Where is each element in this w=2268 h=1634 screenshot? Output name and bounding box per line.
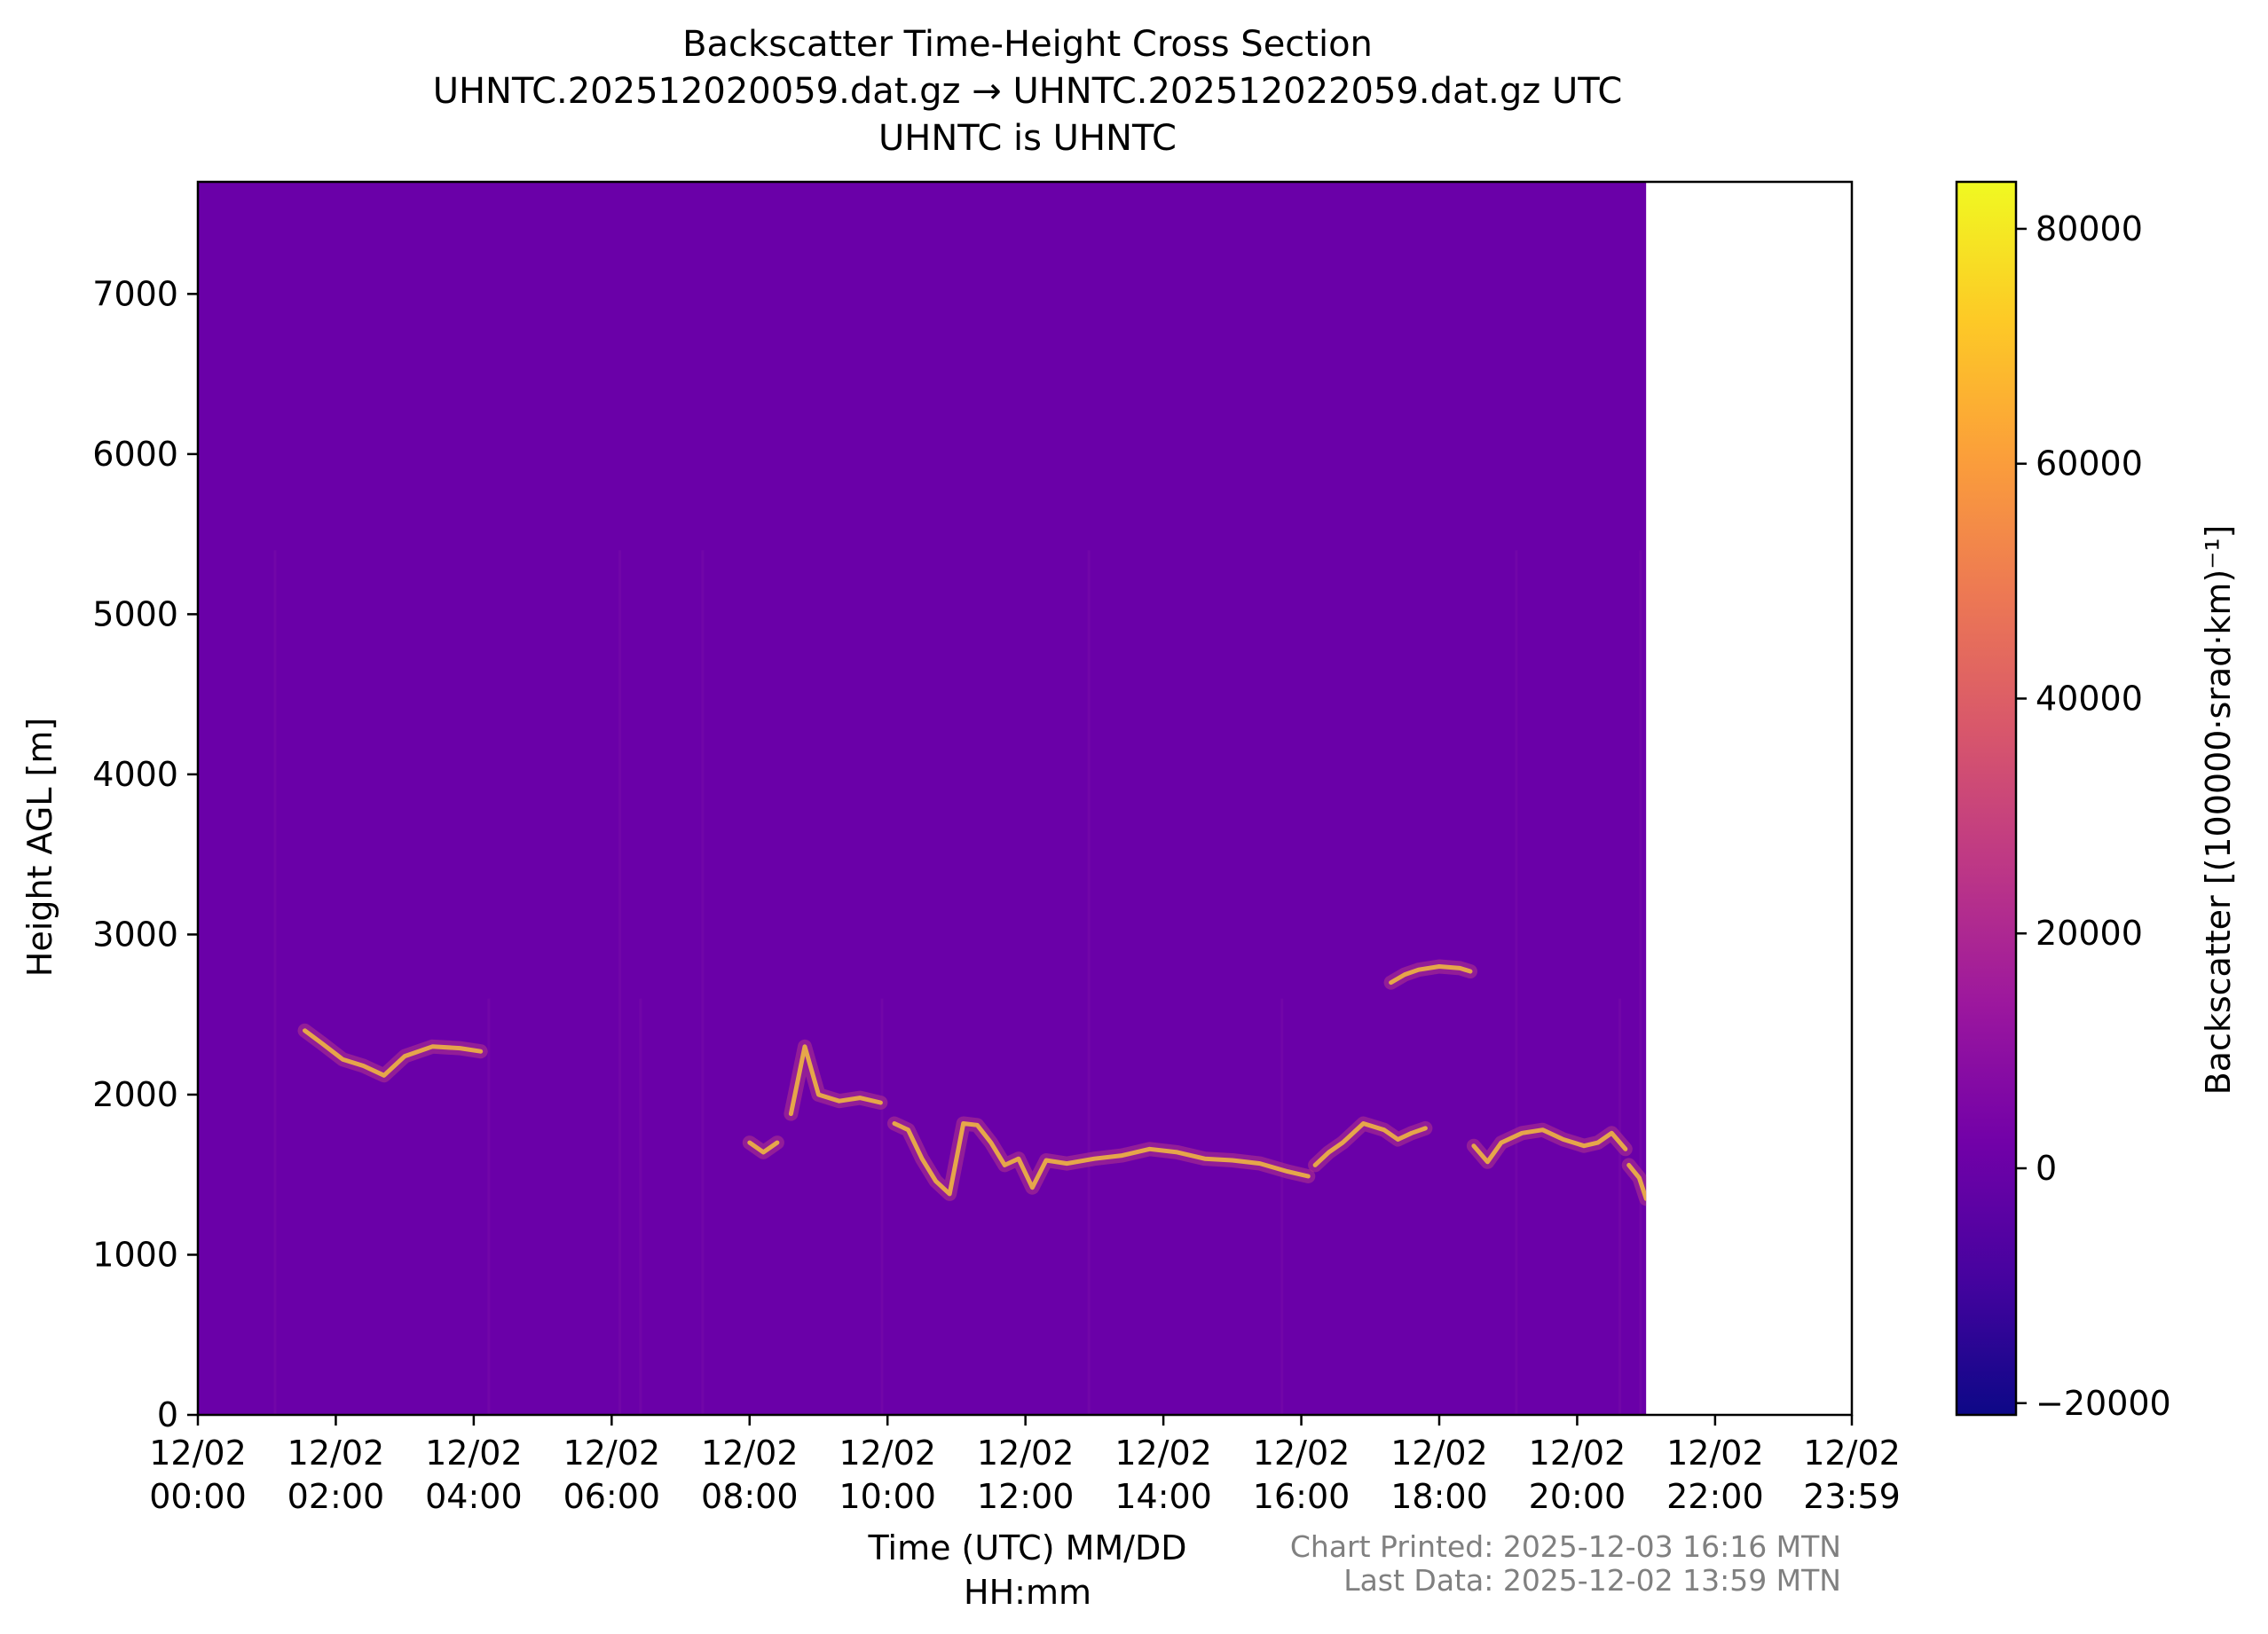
noise-streak	[1087, 550, 1091, 1415]
last-data-note: Last Data: 2025-12-02 13:59 MTN	[1343, 1563, 1841, 1598]
x-tick-time: 20:00	[1529, 1477, 1626, 1516]
cloud-layer	[1312, 1121, 1428, 1167]
noise-streak	[701, 550, 705, 1415]
y-axis: 0 1000 2000 3000 4000 5000 6000 7000	[92, 274, 198, 1434]
backscatter-field	[198, 182, 1647, 1415]
x-tick-time: 22:00	[1666, 1477, 1764, 1516]
x-tick-time: 08:00	[701, 1477, 799, 1516]
chart-printed-note: Chart Printed: 2025-12-03 16:16 MTN	[1290, 1529, 1841, 1564]
x-axis-label-line-2: HH:mm	[964, 1573, 1091, 1612]
y-tick-label: 4000	[92, 755, 178, 794]
x-axis-label-line-1: Time (UTC) MM/DD	[867, 1528, 1186, 1567]
y-axis-label: Height AGL [m]	[20, 718, 59, 977]
colorbar-tick-label: 80000	[2036, 209, 2143, 248]
cloud-layer	[303, 1028, 484, 1078]
x-tick-time: 18:00	[1390, 1477, 1488, 1516]
y-tick-label: 7000	[92, 274, 178, 313]
chart-title-line-3: UHNTC is UHNTC	[878, 118, 1177, 159]
x-tick-date: 12/02	[1114, 1434, 1212, 1473]
x-tick-date: 12/02	[425, 1434, 523, 1473]
colorbar-gradient	[1955, 180, 2018, 1417]
x-tick-time: 16:00	[1253, 1477, 1351, 1516]
colorbar-tick-label: −20000	[2036, 1384, 2171, 1423]
colorbar-tick-label: 20000	[2036, 914, 2143, 953]
noise-streak	[1639, 550, 1642, 1415]
colorbar-label: Backscatter [(100000·srad·km)⁻¹]	[2199, 525, 2238, 1096]
cloud-layer	[1626, 1162, 1647, 1201]
noise-streak	[880, 998, 884, 1415]
cloud-layer	[788, 1044, 883, 1117]
chart-title-line-1: Backscatter Time-Height Cross Section	[682, 24, 1373, 65]
chart-title-line-2: UHNTC.202512020059.dat.gz → UHNTC.202512…	[433, 71, 1623, 112]
noise-streaks	[273, 550, 1642, 1415]
y-tick-label: 6000	[92, 435, 178, 474]
x-tick-date: 12/02	[149, 1434, 247, 1473]
colorbar: −20000 0 20000 40000 60000 80000 Backscatter …	[1955, 180, 2238, 1423]
x-tick-date: 12/02	[1529, 1434, 1626, 1473]
x-tick-date: 12/02	[839, 1434, 936, 1473]
y-tick-label: 0	[157, 1395, 178, 1434]
x-tick-time: 04:00	[425, 1477, 523, 1516]
x-tick-time: 00:00	[149, 1477, 247, 1516]
x-tick-time: 06:00	[563, 1477, 661, 1516]
x-axis: 12/02 00:00 12/02 02:00 12/02 04:00 12/02 06:00…	[149, 1415, 1901, 1516]
y-tick-label: 5000	[92, 594, 178, 633]
x-tick-time: 23:59	[1803, 1477, 1901, 1516]
y-tick-label: 2000	[92, 1075, 178, 1114]
plot-area	[196, 180, 1854, 1417]
x-tick-time: 10:00	[839, 1477, 936, 1516]
x-tick-date: 12/02	[1253, 1434, 1351, 1473]
noise-streak	[273, 550, 277, 1415]
cloud-layer	[1471, 1127, 1628, 1165]
x-tick-time: 12:00	[977, 1477, 1075, 1516]
x-tick-date: 12/02	[1803, 1434, 1901, 1473]
noise-streak	[487, 998, 491, 1415]
x-tick-date: 12/02	[287, 1434, 385, 1473]
x-tick-date: 12/02	[1390, 1434, 1488, 1473]
cloud-layer	[1389, 964, 1473, 986]
x-tick-date: 12/02	[701, 1434, 799, 1473]
colorbar-tick-label: 0	[2036, 1149, 2057, 1188]
x-tick-date: 12/02	[977, 1434, 1075, 1473]
cloud-layers	[297, 959, 1647, 1206]
colorbar-tick-label: 60000	[2036, 444, 2143, 483]
x-tick-date: 12/02	[1666, 1434, 1764, 1473]
noise-streak	[1280, 998, 1284, 1415]
chart-title: Backscatter Time-Height Cross Section UH…	[433, 24, 1623, 159]
cloud-layer	[747, 1140, 780, 1155]
y-tick-label: 3000	[92, 915, 178, 954]
colorbar-tick-label: 40000	[2036, 679, 2143, 718]
noise-streak	[1515, 550, 1518, 1415]
x-tick-time: 14:00	[1114, 1477, 1212, 1516]
x-tick-date: 12/02	[563, 1434, 661, 1473]
x-tick-time: 02:00	[287, 1477, 385, 1516]
noise-streak	[1618, 998, 1622, 1415]
colorbar-ticks: −20000 0 20000 40000 60000 80000	[2016, 209, 2171, 1423]
noise-streak	[639, 998, 642, 1415]
noise-streak	[618, 550, 622, 1415]
y-tick-label: 1000	[92, 1235, 178, 1274]
cloud-layer	[892, 1121, 1311, 1197]
